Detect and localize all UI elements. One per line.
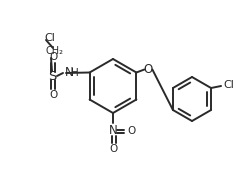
Text: O: O [49,52,57,62]
Text: H: H [71,68,79,78]
Text: O: O [144,63,153,76]
Text: N: N [109,125,117,137]
Text: O: O [49,90,57,100]
Text: S: S [48,69,56,82]
Text: O: O [110,144,118,154]
Text: Cl: Cl [224,80,234,90]
Text: O: O [127,126,135,136]
Text: CH₂: CH₂ [46,46,64,56]
Text: N: N [65,66,73,80]
Text: Cl: Cl [45,33,55,43]
